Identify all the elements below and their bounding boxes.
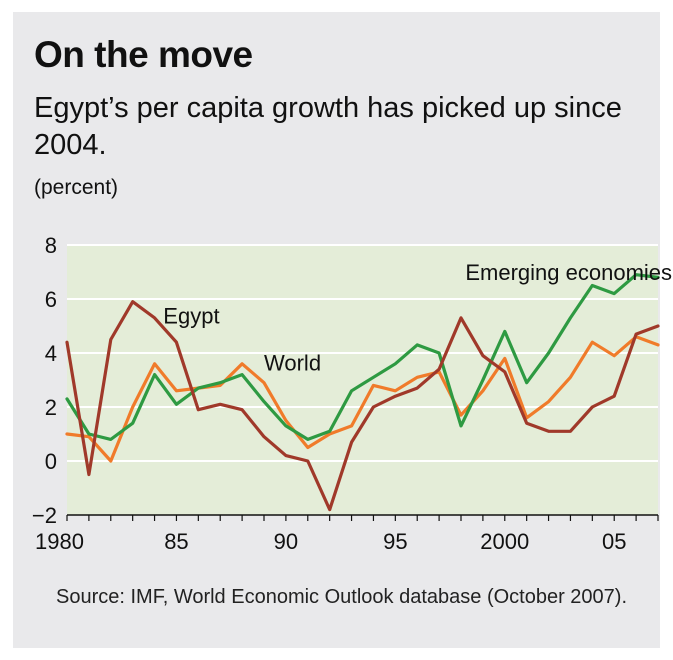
x-tick-label: 85 — [164, 529, 188, 554]
y-tick-label: 8 — [45, 233, 57, 258]
x-tick-label: 2000 — [480, 529, 529, 554]
chart-subtitle: Egypt’s per capita growth has picked up … — [34, 92, 622, 161]
series-label-world: World — [264, 351, 321, 376]
plot-area — [67, 245, 658, 515]
series-line-emerging — [65, 273, 660, 441]
x-tick-label: 1980 — [35, 529, 84, 554]
y-tick-label: 6 — [45, 287, 57, 312]
series-label-egypt: Egypt — [163, 303, 219, 328]
source-note: Source: IMF, World Economic Outlook data… — [56, 586, 628, 608]
x-tick-label: 90 — [274, 529, 298, 554]
series-line-world — [65, 335, 660, 463]
y-tick-label: 2 — [45, 395, 57, 420]
y-tick-label: −2 — [32, 503, 57, 528]
series-label-emerging: Emerging economies — [465, 260, 672, 285]
y-tick-label: 0 — [45, 449, 57, 474]
x-tick-label: 05 — [602, 529, 626, 554]
x-tick-label: 95 — [383, 529, 407, 554]
y-tick-label: 4 — [45, 341, 57, 366]
chart-title: On the move — [34, 34, 253, 75]
unit-label: (percent) — [34, 176, 119, 199]
series-line-egypt — [65, 300, 660, 512]
